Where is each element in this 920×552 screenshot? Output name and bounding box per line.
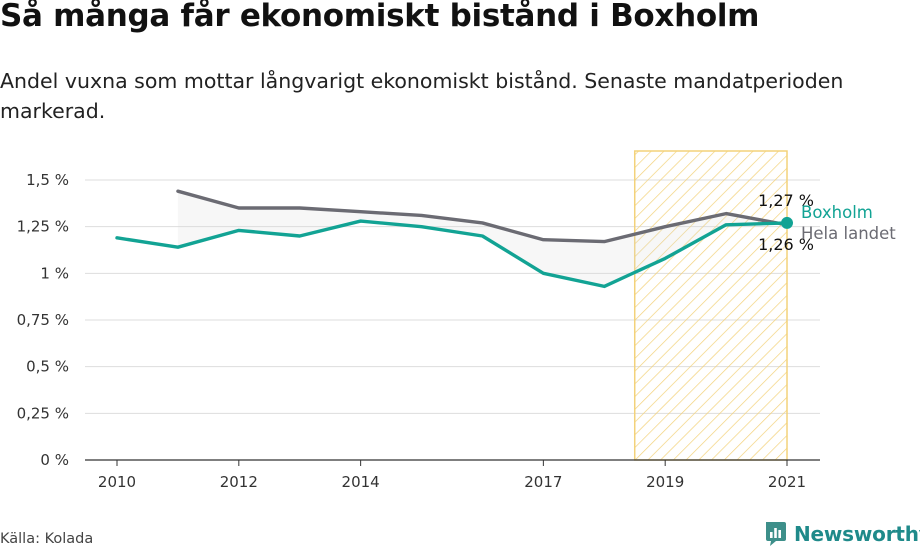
x-tick-label: 2017: [524, 473, 562, 491]
y-tick-label: 1,5 %: [26, 171, 69, 189]
y-tick-label: 0,25 %: [17, 404, 69, 422]
x-tick-label: 2012: [220, 473, 258, 491]
source-note: Källa: Kolada: [0, 531, 94, 547]
highlight-period: [633, 150, 788, 461]
y-tick-label: 0,75 %: [17, 311, 69, 329]
x-tick-label: 2014: [342, 473, 380, 491]
difference-area: [177, 191, 788, 287]
x-axis: 2010 2012 2014 2017 2019 2021: [85, 459, 820, 491]
chart-subtitle: Andel vuxna som mottar långvarigt ekonom…: [0, 69, 844, 123]
x-tick-label: 2021: [768, 473, 806, 491]
highlight-rect: [633, 150, 788, 461]
boxholm-end-marker: [781, 216, 793, 229]
x-tick-label: 2010: [98, 473, 136, 491]
national-value-label: 1,26 %: [758, 235, 814, 254]
end-labels: 1,27 % 1,26 % Boxholm Hela landet: [758, 191, 896, 254]
y-tick-label: 0 %: [40, 451, 69, 469]
y-tick-label: 0,5 %: [26, 358, 69, 376]
chart-title: Så många får ekonomiskt bistånd i Boxhol…: [0, 0, 760, 34]
brand-name: Newsworthy: [794, 522, 920, 546]
y-axis: 0 % 0,25 % 0,5 % 0,75 % 1 % 1,25 % 1,5 %: [17, 171, 69, 469]
y-tick-label: 1 %: [40, 264, 69, 282]
boxholm-value-label: 1,27 %: [758, 191, 814, 210]
newsworthy-logo-icon: [766, 522, 786, 546]
series-lines: [115, 189, 793, 289]
boxholm-series-label: Boxholm: [801, 203, 873, 222]
national-series-label: Hela landet: [801, 224, 896, 243]
x-tick-label: 2019: [646, 473, 684, 491]
newsworthy-logo[interactable]: Newsworthy: [764, 519, 920, 549]
boxholm-line: [115, 219, 789, 289]
national-line: [176, 189, 789, 244]
difference-area-path: [177, 191, 788, 287]
y-tick-label: 1,25 %: [17, 218, 69, 236]
